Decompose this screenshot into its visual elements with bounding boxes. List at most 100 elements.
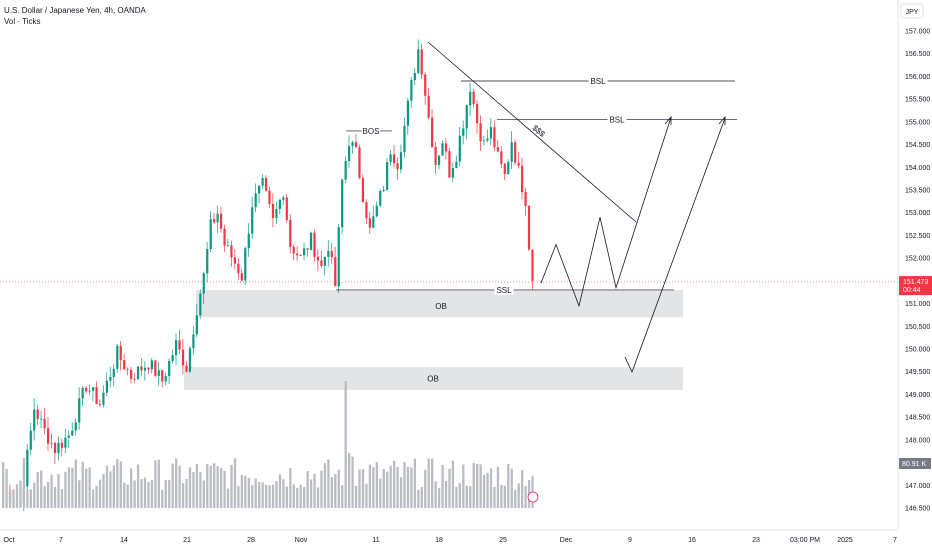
alert-icon	[527, 491, 539, 503]
volume-bar	[88, 467, 91, 508]
volume-bar	[40, 470, 43, 508]
volume-bar	[46, 481, 50, 508]
y-tick-label: 149.500	[905, 369, 930, 376]
candle-body	[365, 202, 368, 219]
y-tick-label: 153.500	[905, 188, 930, 195]
x-tick-label: 23	[752, 537, 760, 544]
y-tick-label: 153.000	[905, 210, 930, 217]
candle-body	[482, 140, 486, 142]
volume-bar	[289, 468, 292, 508]
volume-bar	[36, 471, 39, 508]
annotation-label: BSL	[590, 77, 606, 86]
candle-body	[216, 213, 219, 223]
volume-bar	[81, 461, 84, 508]
y-tick-label: 152.000	[905, 256, 930, 263]
volume-bar	[226, 488, 230, 508]
candle-body	[98, 403, 102, 405]
candle-body	[188, 348, 192, 372]
volume-bar	[164, 479, 167, 508]
candle-body	[264, 178, 268, 191]
volume-bar	[358, 469, 361, 508]
candle-body	[396, 163, 399, 170]
volume-bar	[123, 482, 126, 508]
candle-body	[254, 193, 257, 208]
candle-body	[431, 117, 434, 147]
volume-bar	[296, 487, 299, 508]
order-block-label: OB	[435, 302, 447, 311]
volume-bar	[43, 486, 46, 508]
volume-bar	[489, 468, 493, 508]
y-tick-label: 149.000	[905, 392, 930, 399]
candle-body	[140, 366, 143, 371]
volume-bar	[299, 484, 302, 508]
candle-body	[40, 418, 43, 420]
candle-body	[50, 442, 53, 444]
volume-bar	[344, 381, 347, 508]
candle-body	[33, 409, 36, 431]
candle-body	[195, 315, 198, 335]
volume-bar	[116, 459, 119, 508]
volume-bar	[330, 477, 333, 508]
volume-bar	[514, 489, 517, 508]
volume-bar	[268, 485, 271, 508]
candle-body	[95, 387, 98, 404]
annotation-label: SSL	[496, 286, 512, 295]
volume-bar	[375, 462, 378, 508]
candle-body	[185, 365, 188, 372]
candle-body	[81, 387, 84, 399]
candle-body	[91, 387, 95, 391]
volume-bar	[247, 477, 250, 508]
volume-bar	[57, 474, 60, 508]
volume-bar	[64, 471, 67, 508]
candle-body	[171, 355, 174, 361]
volume-bar	[496, 466, 500, 508]
trend-line	[427, 41, 637, 223]
volume-bar	[486, 472, 489, 508]
candle-body	[313, 232, 316, 257]
volume-bar	[455, 486, 458, 508]
volume-bar	[181, 483, 185, 508]
candle-body	[278, 199, 281, 209]
x-tick-label: 14	[120, 537, 128, 544]
candle-body	[514, 142, 517, 163]
candle-body	[178, 340, 181, 350]
volume-bar	[237, 486, 240, 508]
candle-body	[382, 189, 385, 191]
volume-bar	[503, 485, 506, 508]
candle-body	[78, 398, 81, 423]
volume-bar	[78, 480, 81, 508]
volume-indicator-label: Vol · Ticks	[4, 17, 41, 26]
volume-bar	[303, 486, 306, 508]
volume-bar	[510, 468, 513, 508]
volume-bar	[230, 464, 233, 508]
candle-body	[500, 151, 503, 164]
candle-body	[43, 418, 46, 429]
x-tick-label: 7	[893, 537, 897, 544]
volume-bar	[427, 458, 430, 508]
candle-body	[330, 251, 333, 258]
volume-bar	[8, 489, 12, 508]
y-tick-label: 154.000	[905, 165, 930, 172]
candle-body	[472, 91, 475, 105]
x-tick-label: 28	[247, 537, 255, 544]
volume-bar	[130, 468, 133, 508]
currency-button-label[interactable]: JPY	[906, 9, 919, 16]
x-tick-label: 03:00 PM	[790, 537, 820, 544]
volume-bar	[199, 472, 202, 508]
candle-body	[354, 142, 358, 148]
volume-bar	[264, 484, 268, 508]
volume-bar	[476, 464, 479, 508]
candle-body	[296, 253, 299, 256]
volume-bar	[448, 468, 451, 508]
volume-tag	[899, 458, 931, 469]
y-tick-label: 148.000	[905, 437, 930, 444]
volume-bar	[282, 479, 285, 508]
chart-legend: U.S. Dollar / Japanese Yen, 4h, OANDA Vo…	[4, 5, 146, 27]
volume-bar	[316, 487, 320, 508]
volume-bar	[171, 463, 174, 508]
y-tick-label: 148.500	[905, 415, 930, 422]
candle-body	[133, 378, 136, 380]
last-price-tag	[899, 276, 932, 296]
